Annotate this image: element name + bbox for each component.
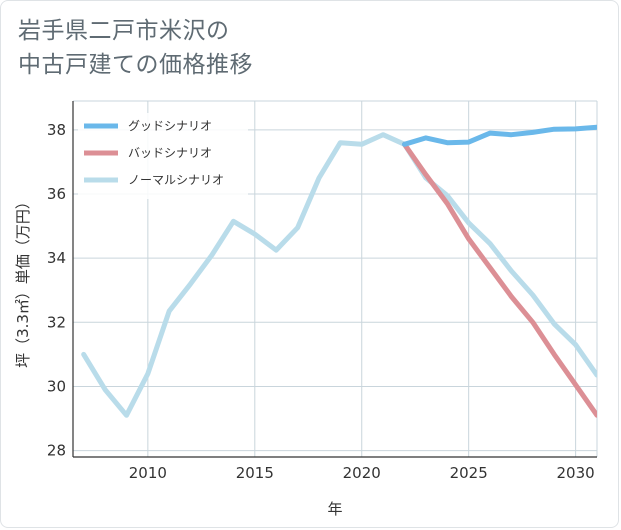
y-axis-label: 坪（3.3㎡）単価（万円） [14,194,32,368]
x-axis-label: 年 [327,500,342,518]
x-tick-label: 2010 [129,464,167,482]
y-tick-label: 32 [47,313,66,331]
series-line-0 [402,124,597,147]
y-tick-label: 30 [47,377,66,395]
x-tick-label: 2030 [557,464,595,482]
series-line-1 [402,141,597,418]
legend-label: バッドシナリオ [128,146,212,160]
y-tick-label: 38 [47,121,66,139]
series-line-2 [81,132,597,418]
title-line-1: 岩手県二戸市米沢の [18,18,230,44]
chart-title: 岩手県二戸市米沢の 中古戸建ての価格推移 [18,14,438,82]
legend-label: ノーマルシナリオ [128,173,224,187]
legend-label: グッドシナリオ [128,119,212,133]
series-layer [81,124,597,418]
x-tick-label: 2025 [450,464,488,482]
y-tick-label: 28 [47,442,66,460]
y-tick-label: 34 [47,249,66,267]
axes: 28 30 32 34 36 38 2010 2015 2020 2025 2030 [47,101,597,482]
y-tick-label: 36 [47,185,66,203]
title-line-2: 中古戸建ての価格推移 [18,52,253,78]
x-tick-label: 2015 [236,464,274,482]
axis-labels: 年 坪（3.3㎡）単価（万円） [14,194,343,518]
x-tick-label: 2020 [343,464,381,482]
